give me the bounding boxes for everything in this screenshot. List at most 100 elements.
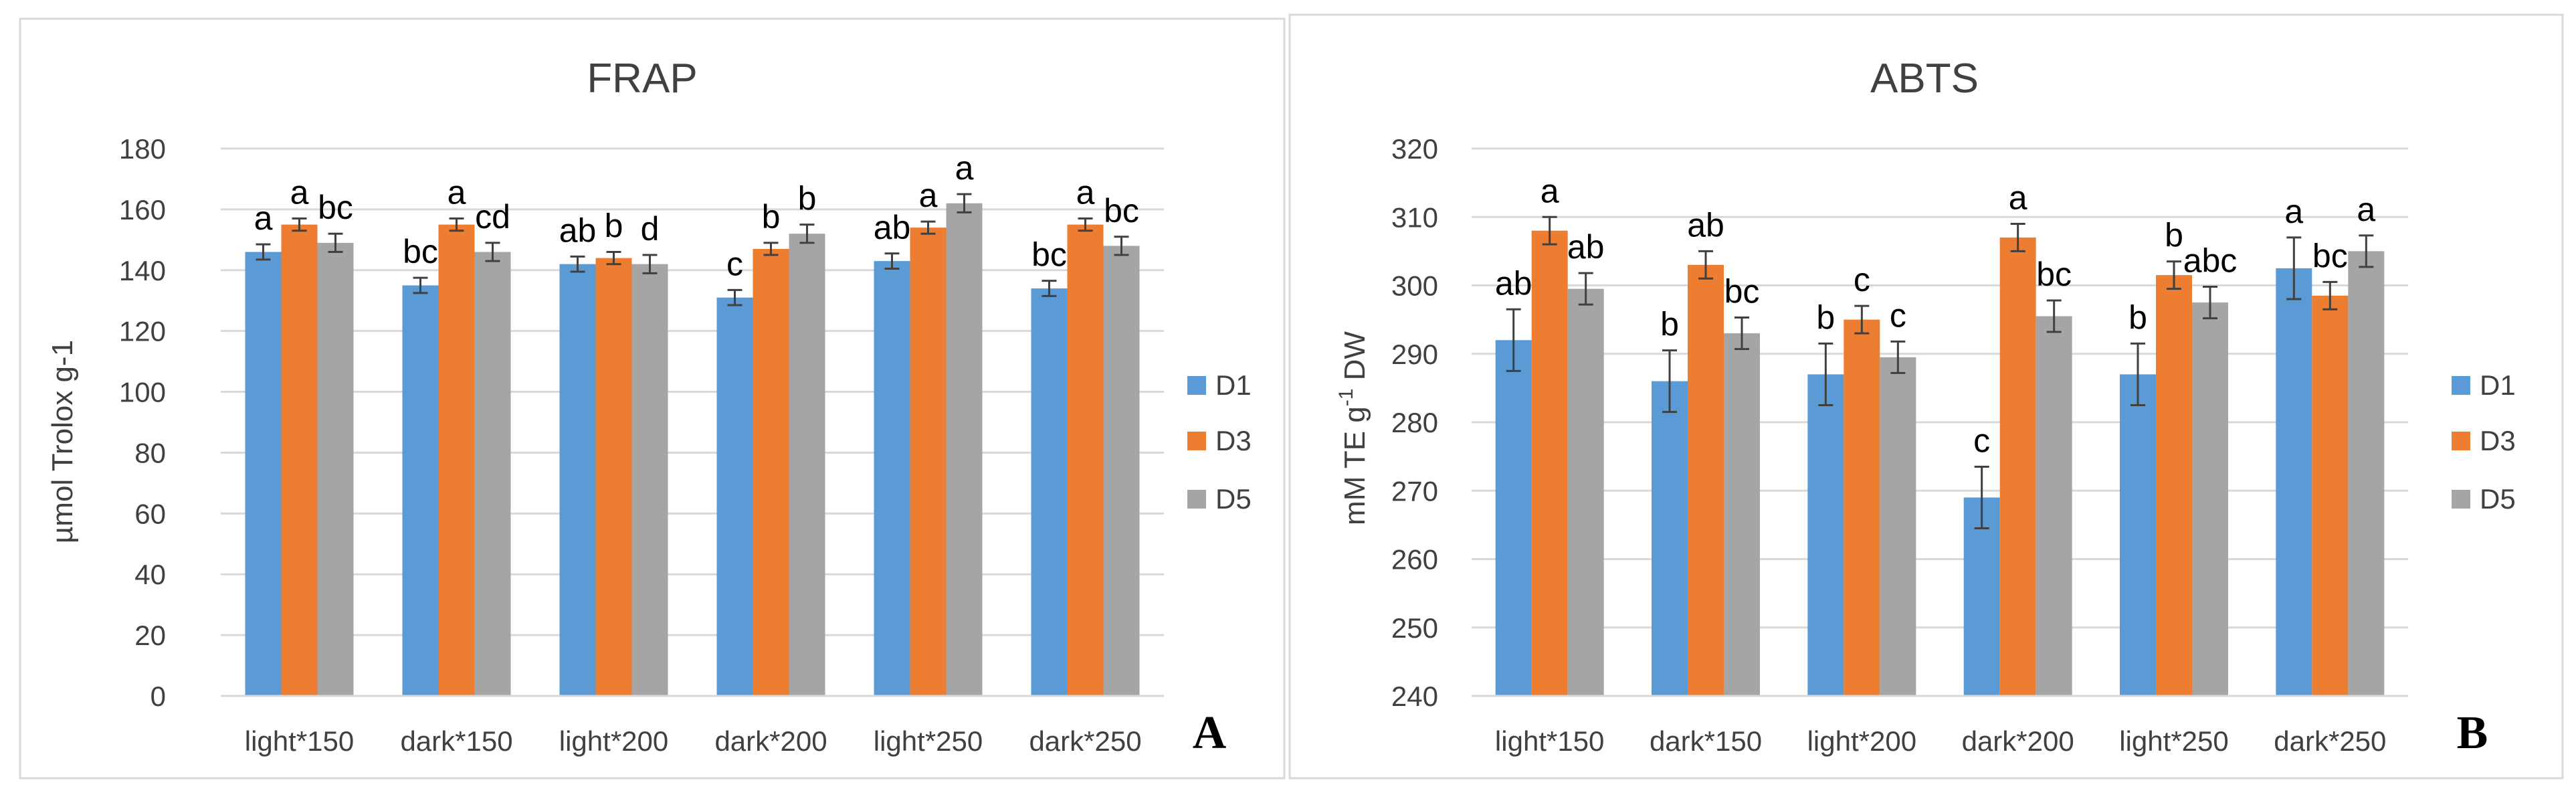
abts-significance-letter: a xyxy=(2284,193,2303,230)
frap-legend-label: D3 xyxy=(1215,425,1252,456)
frap-bar-d5 xyxy=(631,264,668,696)
frap-significance-letter: bc xyxy=(1031,236,1067,274)
abts-y-tick-label: 280 xyxy=(1391,407,1438,438)
abts-bar-d5 xyxy=(1724,333,1760,696)
frap-significance-letter: c xyxy=(726,245,743,282)
abts-x-axis-ticks: light*150 dark*150 light*200 dark*200 light*… xyxy=(1472,695,2408,757)
frap-y-tick-label: 60 xyxy=(134,498,166,529)
frap-significance-letter: ab xyxy=(559,211,597,249)
frap-y-axis-label: µmol Trolox g-1 xyxy=(46,340,79,543)
frap-significance-letter: a xyxy=(1076,174,1095,211)
abts-legend: D1 D3 D5 xyxy=(2452,369,2516,515)
abts-y-tick-label: 240 xyxy=(1391,681,1438,712)
frap-bar-d5 xyxy=(789,234,825,696)
frap-bar-d5 xyxy=(946,203,983,696)
abts-legend-swatch-d3 xyxy=(2452,432,2470,450)
abts-significance-letter: bc xyxy=(1724,273,1760,310)
abts-significance-letter: c xyxy=(1854,261,1870,298)
abts-bar-d5 xyxy=(2192,302,2228,696)
abts-y-axis-label-main: mM TE g xyxy=(1339,406,1371,525)
frap-x-axis-ticks: light*150 dark*150 light*200 dark*200 light*… xyxy=(221,695,1164,757)
frap-bar-d1 xyxy=(402,285,439,696)
frap-x-tick-label: dark*200 xyxy=(714,725,827,757)
frap-legend-swatch-d5 xyxy=(1187,490,1206,509)
abts-y-axis-label-tail: DW xyxy=(1339,331,1371,389)
frap-bar-d1 xyxy=(874,261,910,697)
frap-x-tick-label: dark*250 xyxy=(1029,725,1141,757)
frap-y-tick-label: 80 xyxy=(134,437,166,468)
panel-label-a: A xyxy=(1193,707,1227,759)
frap-significance-letter: a xyxy=(919,177,938,214)
frap-y-tick-label: 0 xyxy=(151,681,166,712)
abts-significance-letter: bc xyxy=(2312,237,2348,274)
frap-bar-d3 xyxy=(910,228,947,697)
frap-significance-letter: b xyxy=(605,207,623,245)
frap-bar-d3 xyxy=(753,248,789,696)
frap-bar-d1 xyxy=(559,264,596,696)
frap-x-tick-label: dark*150 xyxy=(400,725,512,757)
frap-bar-d3 xyxy=(1067,224,1104,697)
abts-legend-label: D1 xyxy=(2480,369,2516,401)
abts-y-axis-label: mM TE g-1 DW xyxy=(1335,331,1371,525)
frap-significance-letter: a xyxy=(290,174,309,211)
abts-legend-swatch-d1 xyxy=(2452,376,2470,395)
abts-significance-letter: abc xyxy=(2183,242,2238,280)
abts-bar-d1 xyxy=(1807,374,1844,696)
abts-bar-d3 xyxy=(1999,237,2036,696)
frap-legend-swatch-d3 xyxy=(1187,432,1206,450)
abts-y-axis-ticks: 240 250 260 270 280 290 300 310 320 xyxy=(1391,133,1438,712)
frap-x-tick-label: light*250 xyxy=(874,725,983,757)
frap-bar-d5 xyxy=(474,252,511,696)
frap-bar-d1 xyxy=(716,297,753,697)
frap-significance-letter: a xyxy=(448,174,466,211)
frap-y-tick-label: 120 xyxy=(119,316,166,347)
abts-x-tick-label: light*200 xyxy=(1807,725,1916,757)
frap-y-tick-label: 180 xyxy=(119,133,166,165)
frap-significance-letter: b xyxy=(762,198,781,236)
abts-y-axis-label-sup: -1 xyxy=(1335,389,1357,407)
abts-x-tick-label: light*250 xyxy=(2119,725,2228,757)
frap-y-tick-label: 100 xyxy=(119,377,166,408)
abts-legend-label: D3 xyxy=(2480,425,2516,456)
frap-y-tick-label: 140 xyxy=(119,255,166,286)
abts-significance-letter: b xyxy=(2165,217,2183,254)
abts-bar-d3 xyxy=(2156,275,2192,697)
frap-y-tick-label: 20 xyxy=(134,620,166,651)
abts-significance-letter: ab xyxy=(1567,228,1605,266)
abts-chart-title: ABTS xyxy=(1870,56,1979,102)
abts-y-tick-label: 310 xyxy=(1391,201,1438,233)
abts-y-tick-label: 290 xyxy=(1391,339,1438,370)
frap-bar-d1 xyxy=(1031,288,1068,696)
frap-bar-d3 xyxy=(438,224,475,697)
frap-legend: D1 D3 D5 xyxy=(1187,369,1252,515)
frap-significance-letter: d xyxy=(641,210,660,248)
abts-legend-label: D5 xyxy=(2480,483,2516,515)
abts-bar-d5 xyxy=(1567,288,1604,696)
frap-y-tick-label: 40 xyxy=(134,559,166,590)
panel-label-b: B xyxy=(2457,707,2488,759)
abts-significance-letter: a xyxy=(2009,179,2027,216)
abts-legend-swatch-d5 xyxy=(2452,490,2470,509)
frap-significance-letter: b xyxy=(798,180,817,217)
abts-significance-letter: b xyxy=(1816,298,1835,336)
abts-significance-letter: a xyxy=(2357,191,2375,228)
frap-bar-d5 xyxy=(317,242,354,696)
abts-bar-d5 xyxy=(2036,316,2072,696)
frap-significance-letter: bc xyxy=(318,189,353,226)
abts-significance-letter: bc xyxy=(2036,256,2072,293)
abts-bar-d5 xyxy=(2348,251,2385,696)
frap-x-tick-label: light*150 xyxy=(245,725,354,757)
frap-significance-letter: ab xyxy=(874,209,911,246)
frap-x-tick-label: light*200 xyxy=(559,725,668,757)
frap-significance-letter: a xyxy=(254,199,273,237)
abts-significance-letter: ab xyxy=(1495,264,1532,302)
abts-x-tick-label: dark*150 xyxy=(1650,725,1762,757)
abts-significance-letter: ab xyxy=(1687,206,1724,244)
abts-bar-d3 xyxy=(2312,295,2349,696)
abts-y-tick-label: 250 xyxy=(1391,612,1438,644)
